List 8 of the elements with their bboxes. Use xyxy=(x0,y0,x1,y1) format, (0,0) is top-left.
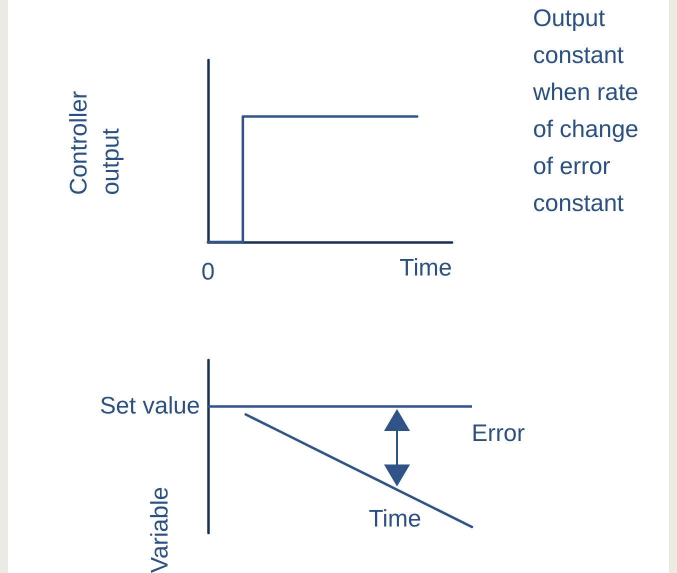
y-axis-title: Variable xyxy=(146,486,174,573)
y-axis-title: Controller output xyxy=(66,84,124,195)
text: Output constant when rate of change of error constant xyxy=(532,5,646,217)
ref-line-label: Set value xyxy=(100,392,200,420)
annotation: Error xyxy=(472,420,525,448)
x-axis-title: Time xyxy=(400,254,452,282)
annotation: 0 xyxy=(201,258,215,286)
x-axis-title: Time xyxy=(368,506,422,532)
